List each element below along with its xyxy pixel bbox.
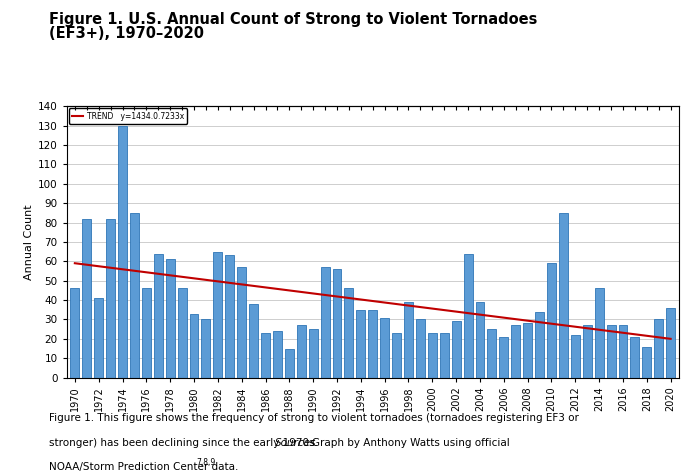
Text: 7,8,9: 7,8,9 xyxy=(197,458,216,467)
Bar xyxy=(463,253,473,378)
Bar xyxy=(583,325,592,378)
Legend: TREND   y=1434.0.7233x: TREND y=1434.0.7233x xyxy=(69,109,188,124)
Bar xyxy=(440,333,449,378)
Bar xyxy=(285,348,294,378)
Bar xyxy=(475,302,484,378)
Text: Figure 1. This figure shows the frequency of strong to violent tornadoes (tornad: Figure 1. This figure shows the frequenc… xyxy=(49,413,579,423)
Bar xyxy=(559,213,568,378)
Bar xyxy=(83,219,91,378)
Bar xyxy=(273,331,282,378)
Bar xyxy=(166,259,174,378)
Text: stronger) has been declining since the early 1970s.: stronger) has been declining since the e… xyxy=(49,438,321,448)
Bar xyxy=(428,333,437,378)
Text: (EF3+), 1970–2020: (EF3+), 1970–2020 xyxy=(49,26,204,41)
Bar xyxy=(666,308,675,378)
Bar xyxy=(321,267,330,378)
Bar xyxy=(595,288,603,378)
Bar xyxy=(392,333,401,378)
Bar xyxy=(142,288,150,378)
Y-axis label: Annual Count: Annual Count xyxy=(24,204,34,280)
Bar xyxy=(654,320,663,378)
Bar xyxy=(237,267,246,378)
Bar xyxy=(571,335,580,378)
Bar xyxy=(631,337,639,378)
Bar xyxy=(619,325,627,378)
Bar xyxy=(523,323,532,378)
Bar xyxy=(344,288,354,378)
Bar xyxy=(356,310,365,378)
Bar xyxy=(202,320,211,378)
Bar xyxy=(547,263,556,378)
Bar xyxy=(452,321,461,378)
Bar xyxy=(190,313,199,378)
Bar xyxy=(94,298,103,378)
Bar xyxy=(309,329,318,378)
Bar xyxy=(511,325,520,378)
Bar xyxy=(214,252,223,378)
Bar xyxy=(368,310,377,378)
Bar xyxy=(404,302,413,378)
Text: NOAA/Storm Prediction Center data.: NOAA/Storm Prediction Center data. xyxy=(49,462,239,472)
Bar xyxy=(643,346,651,378)
Bar xyxy=(178,288,187,378)
Bar xyxy=(499,337,508,378)
Bar xyxy=(106,219,115,378)
Bar xyxy=(487,329,496,378)
Bar xyxy=(71,288,79,378)
Text: Sources: Sources xyxy=(274,438,316,448)
Bar xyxy=(154,253,162,378)
Bar xyxy=(297,325,306,378)
Bar xyxy=(380,318,389,378)
Bar xyxy=(416,320,425,378)
Bar xyxy=(249,304,258,378)
Bar xyxy=(607,325,615,378)
Bar xyxy=(332,269,342,378)
Bar xyxy=(225,255,234,378)
Bar xyxy=(535,312,544,378)
Bar xyxy=(118,126,127,378)
Text: : Graph by Anthony Watts using official: : Graph by Anthony Watts using official xyxy=(305,438,510,448)
Bar xyxy=(130,213,139,378)
Bar xyxy=(261,333,270,378)
Text: Figure 1. U.S. Annual Count of Strong to Violent Tornadoes: Figure 1. U.S. Annual Count of Strong to… xyxy=(49,12,538,27)
